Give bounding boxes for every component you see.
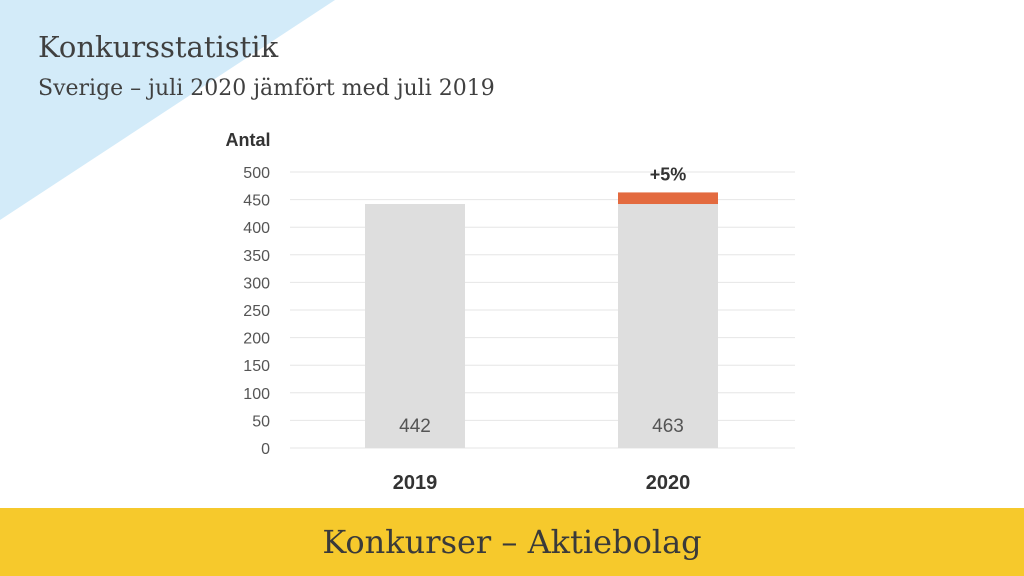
y-tick-label: 400: [243, 220, 270, 237]
y-tick-label: 50: [252, 413, 270, 430]
x-tick-label: 2020: [646, 472, 691, 494]
y-tick-label: 450: [243, 193, 270, 210]
y-tick-label: 250: [243, 303, 270, 320]
increase-label: +5%: [650, 164, 687, 184]
y-tick-label: 0: [261, 441, 270, 458]
y-tick-label: 150: [243, 358, 270, 375]
y-axis-title: Antal: [226, 130, 271, 150]
y-tick-label: 200: [243, 331, 270, 348]
bar-value-label: 442: [399, 416, 431, 437]
bar-chart: 0 50 100 150 200 250 300 350 400 450 500 Antal 442 20…: [226, 130, 795, 494]
bar-value-label: 463: [652, 416, 684, 437]
bar: [618, 204, 718, 448]
footer-text: Konkurser – Aktiebolag: [322, 523, 702, 561]
bar-increase-segment: [618, 192, 718, 205]
page-subtitle: Sverige – juli 2020 jämfört med juli 201…: [38, 76, 495, 101]
y-tick-label: 100: [243, 386, 270, 403]
page-title: Konkursstatistik: [38, 30, 279, 64]
footer-bar: Konkurser – Aktiebolag: [0, 508, 1024, 576]
y-tick-label: 300: [243, 275, 270, 292]
bar: [365, 204, 465, 448]
x-tick-label: 2019: [393, 472, 438, 494]
y-tick-label: 350: [243, 248, 270, 265]
y-tick-label: 500: [243, 165, 270, 182]
